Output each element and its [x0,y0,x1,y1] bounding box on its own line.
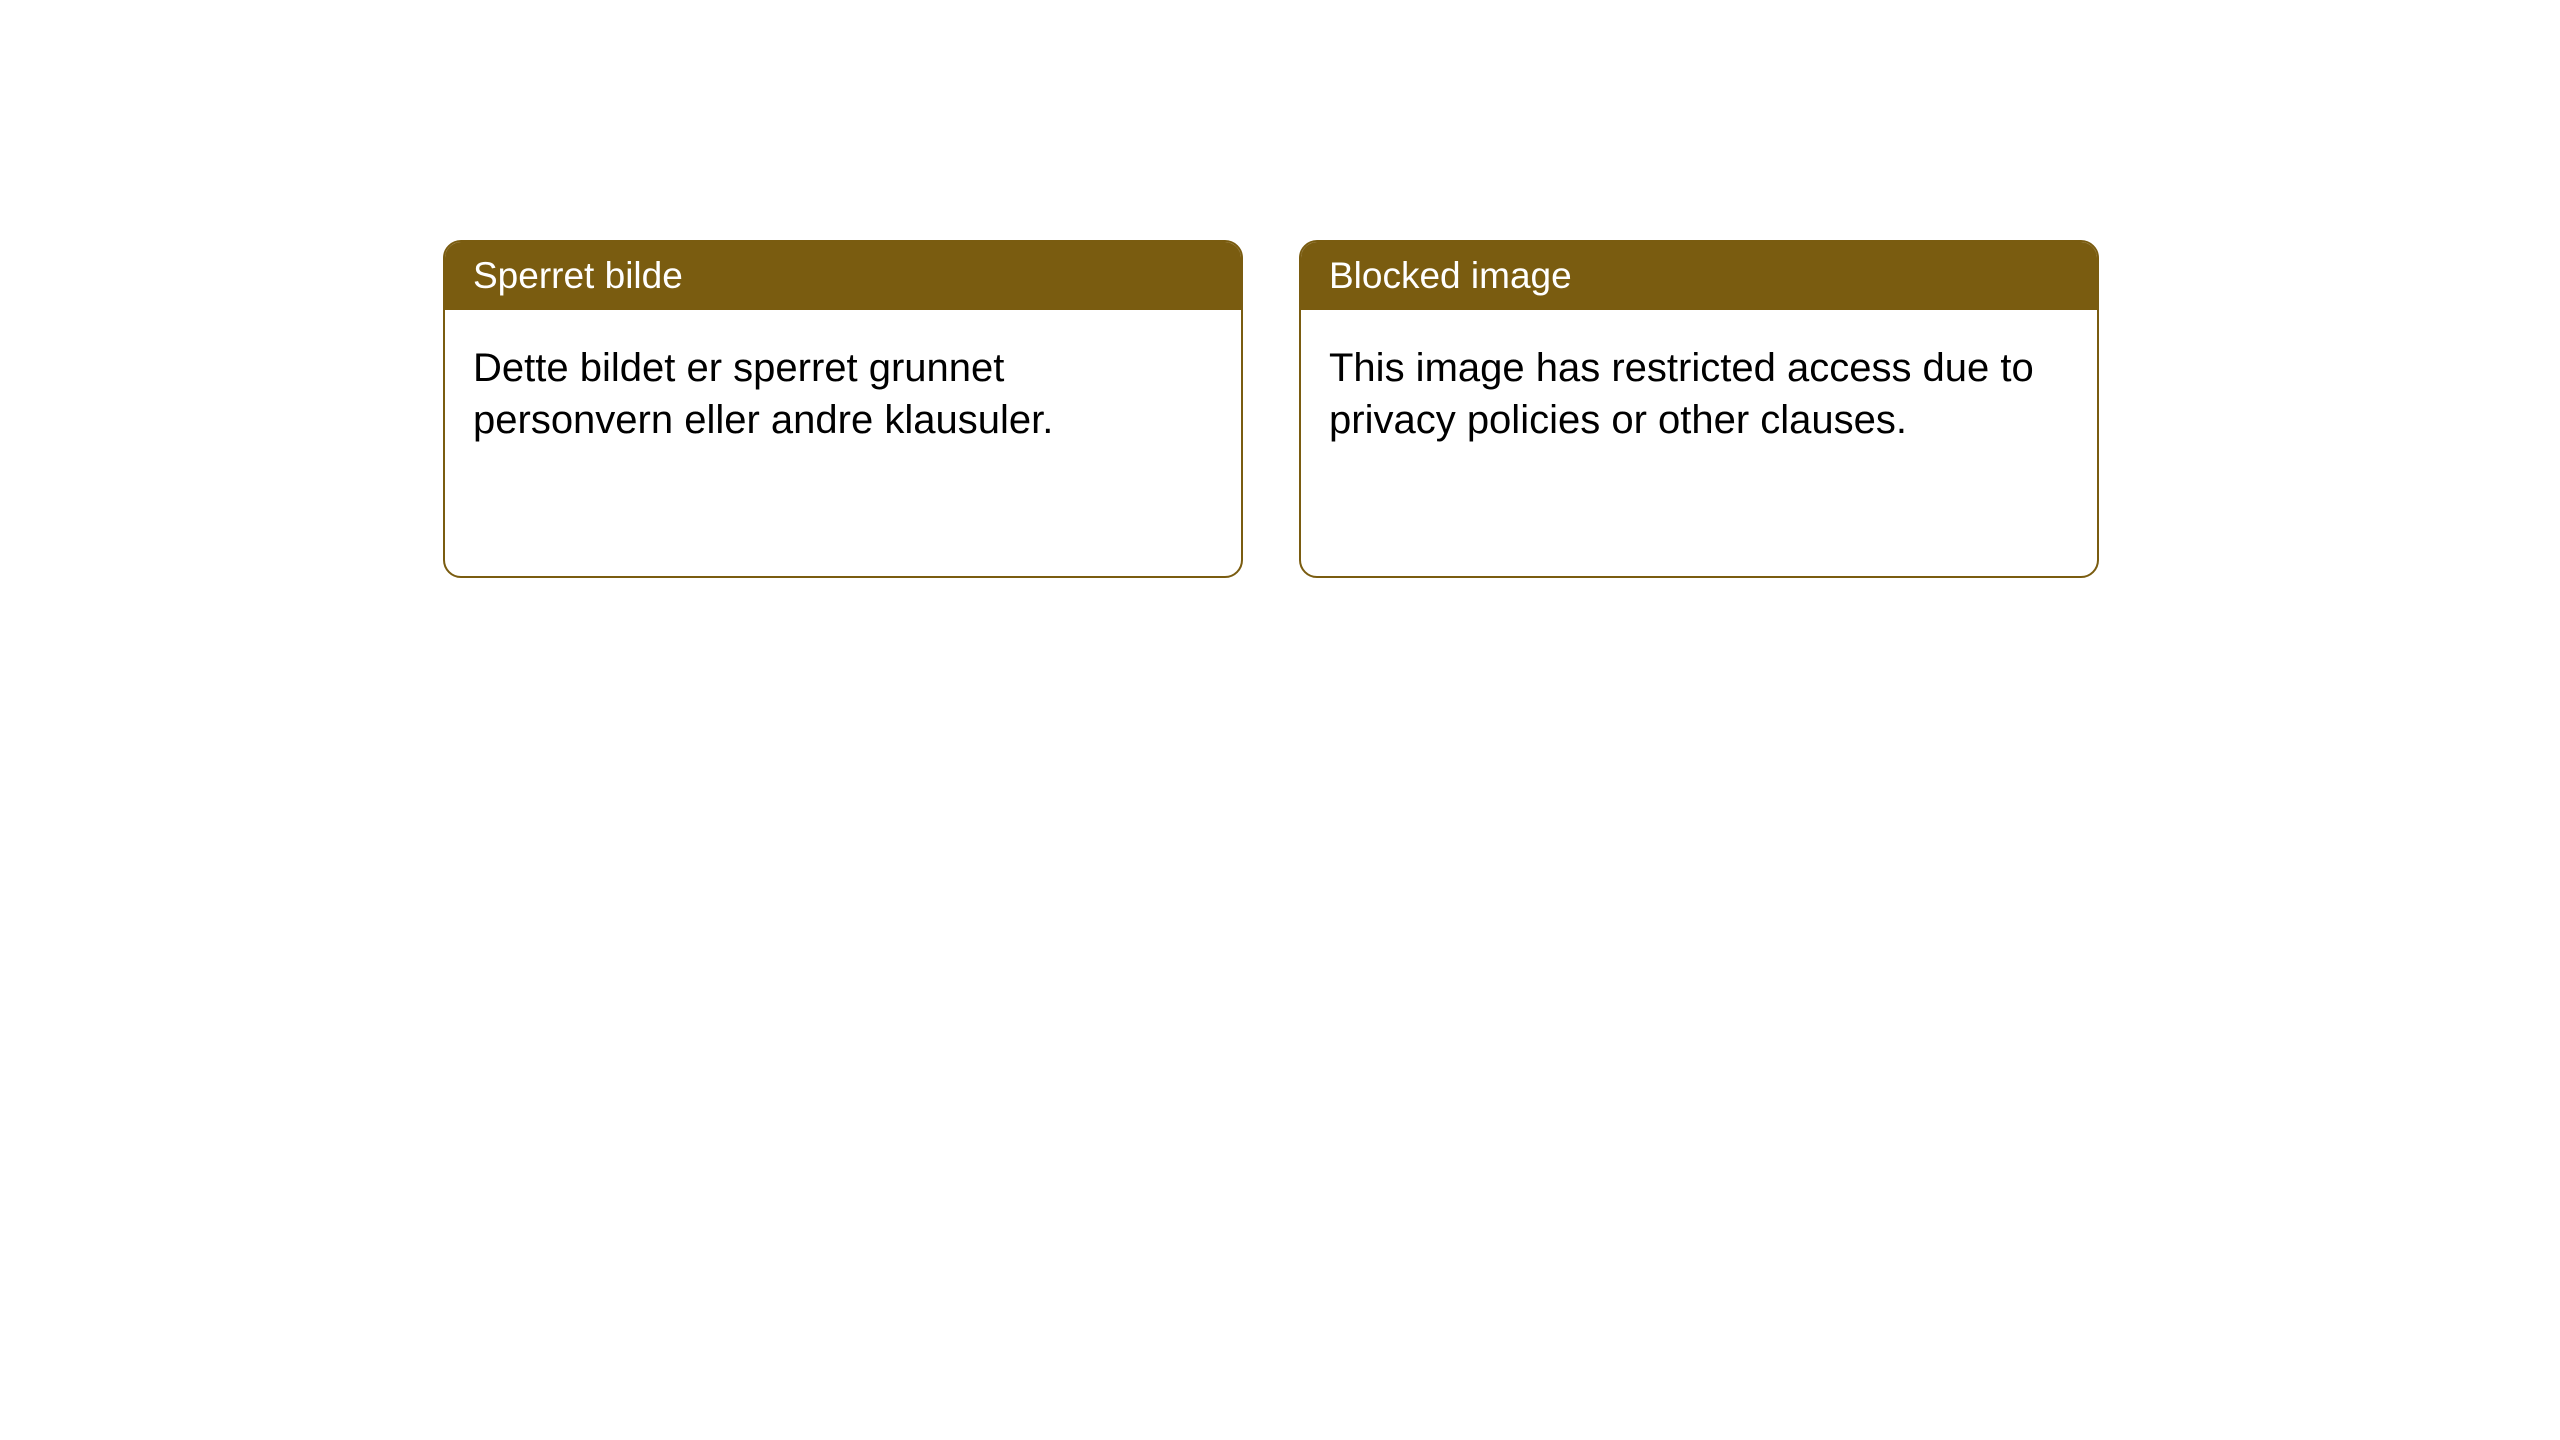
notice-body-norwegian: Dette bildet er sperret grunnet personve… [445,310,1241,478]
notice-box-english: Blocked image This image has restricted … [1299,240,2099,578]
notice-body-english: This image has restricted access due to … [1301,310,2097,478]
notice-container: Sperret bilde Dette bildet er sperret gr… [443,240,2099,578]
notice-title-english: Blocked image [1301,242,2097,310]
notice-box-norwegian: Sperret bilde Dette bildet er sperret gr… [443,240,1243,578]
notice-title-norwegian: Sperret bilde [445,242,1241,310]
